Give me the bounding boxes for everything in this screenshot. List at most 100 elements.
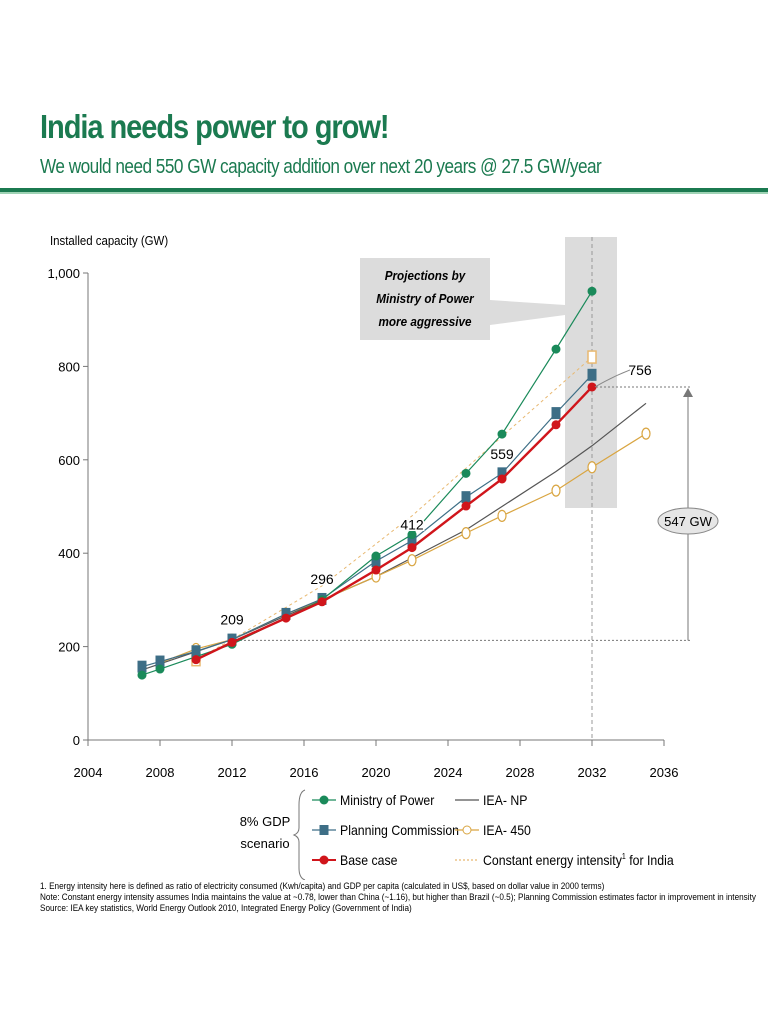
series-line	[195, 386, 593, 661]
legend-label: IEA- NP	[483, 792, 528, 808]
x-tick-label: 2032	[578, 765, 607, 780]
series-constant-energy-intensity-for-india	[191, 350, 597, 667]
legend-group-label: scenario	[240, 836, 289, 851]
y-tick-label: 1,000	[47, 266, 80, 281]
callout-text: more aggressive	[379, 314, 472, 329]
x-tick-label: 2008	[146, 765, 175, 780]
difference-badge	[657, 507, 719, 535]
data-point	[497, 467, 507, 480]
x-tick-label: 2016	[290, 765, 319, 780]
data-point	[587, 461, 597, 474]
data-point	[137, 660, 147, 673]
legend-label: Planning Commission	[340, 822, 459, 838]
series-planning-commission	[137, 368, 597, 673]
data-label: 209	[220, 611, 244, 627]
data-point	[227, 637, 237, 647]
data-point	[587, 350, 597, 364]
data-point	[371, 565, 381, 575]
data-label-leader	[594, 369, 631, 388]
legend-label: Constant energy intensity1 for India	[483, 852, 674, 869]
y-tick-label: 200	[58, 640, 80, 655]
x-tick-label: 2028	[506, 765, 535, 780]
callout-box	[360, 258, 490, 340]
page-subtitle: We would need 550 GW capacity addition o…	[40, 156, 602, 178]
y-tick-label: 0	[73, 733, 80, 748]
data-point	[551, 484, 561, 497]
data-point	[137, 670, 147, 680]
series-line	[195, 356, 593, 661]
data-point	[155, 655, 165, 668]
capacity-chart: Projections by Ministry of Power more aggr…	[47, 233, 719, 880]
data-point	[191, 655, 201, 665]
data-point	[497, 429, 507, 439]
data-point	[461, 491, 471, 504]
series-line	[141, 374, 593, 668]
data-point	[497, 474, 507, 484]
title-divider	[0, 188, 768, 192]
series-ministry-of-power	[137, 286, 597, 680]
series-iea-np	[141, 402, 647, 671]
difference-label: 547 GW	[664, 514, 712, 529]
data-point	[281, 613, 291, 623]
data-point	[155, 664, 165, 674]
legend-label: IEA- 450	[483, 822, 531, 838]
x-tick-label: 2012	[218, 765, 247, 780]
series-base-case	[191, 382, 597, 665]
legend-item	[312, 795, 336, 805]
data-point	[587, 286, 597, 296]
legend-group-label: 8% GDP	[240, 814, 291, 829]
callout-text: Projections by	[385, 268, 467, 283]
footnotes: 1. Energy intensity here is defined as r…	[40, 881, 756, 914]
data-point	[587, 382, 597, 392]
legend-label: Ministry of Power	[340, 792, 435, 808]
data-label: 412	[400, 517, 424, 533]
x-tick-label: 2020	[362, 765, 391, 780]
data-label: 296	[310, 571, 334, 587]
data-point	[551, 344, 561, 354]
footnote-source: Source: IEA key statistics, World Energy…	[40, 903, 412, 914]
title-divider-light	[0, 192, 768, 194]
y-axis-label: Installed capacity (GW)	[50, 233, 168, 248]
footnote-1: 1. Energy intensity here is defined as r…	[40, 881, 605, 892]
legend-marker	[319, 825, 329, 835]
data-point	[371, 555, 381, 568]
data-point	[191, 645, 201, 658]
data-label: 559	[490, 446, 514, 462]
legend-label: Base case	[340, 852, 397, 868]
legend-marker	[319, 855, 329, 865]
difference-arrow-head	[683, 387, 693, 397]
data-point	[317, 597, 327, 607]
x-tick-label: 2024	[434, 765, 463, 780]
legend-brace	[292, 789, 306, 880]
y-tick-label: 600	[58, 453, 80, 468]
legend-item	[455, 825, 479, 835]
callout-pointer	[490, 300, 565, 325]
footnote-note: Note: Constant energy intensity assumes …	[40, 892, 756, 903]
data-point	[551, 407, 561, 420]
y-tick-label: 800	[58, 359, 80, 374]
data-point	[407, 543, 417, 553]
x-tick-label: 2004	[74, 765, 103, 780]
data-point	[407, 534, 417, 547]
page-title: India needs power to grow!	[40, 108, 390, 145]
data-point	[461, 527, 471, 540]
legend-item	[312, 855, 336, 865]
data-point	[407, 554, 417, 567]
data-point	[587, 368, 597, 381]
data-point	[371, 551, 381, 561]
data-label: 756	[628, 362, 652, 378]
y-tick-label: 400	[58, 546, 80, 561]
legend-item	[312, 825, 336, 835]
data-point	[641, 427, 651, 440]
data-point	[461, 468, 471, 478]
legend-marker	[319, 795, 329, 805]
legend-marker	[462, 825, 472, 835]
series-line	[141, 402, 647, 671]
data-point	[407, 530, 417, 540]
data-point	[497, 509, 507, 522]
data-point	[551, 420, 561, 430]
series-line	[141, 290, 593, 676]
data-point	[461, 501, 471, 511]
x-tick-label: 2036	[650, 765, 679, 780]
callout-text: Ministry of Power	[376, 291, 475, 306]
